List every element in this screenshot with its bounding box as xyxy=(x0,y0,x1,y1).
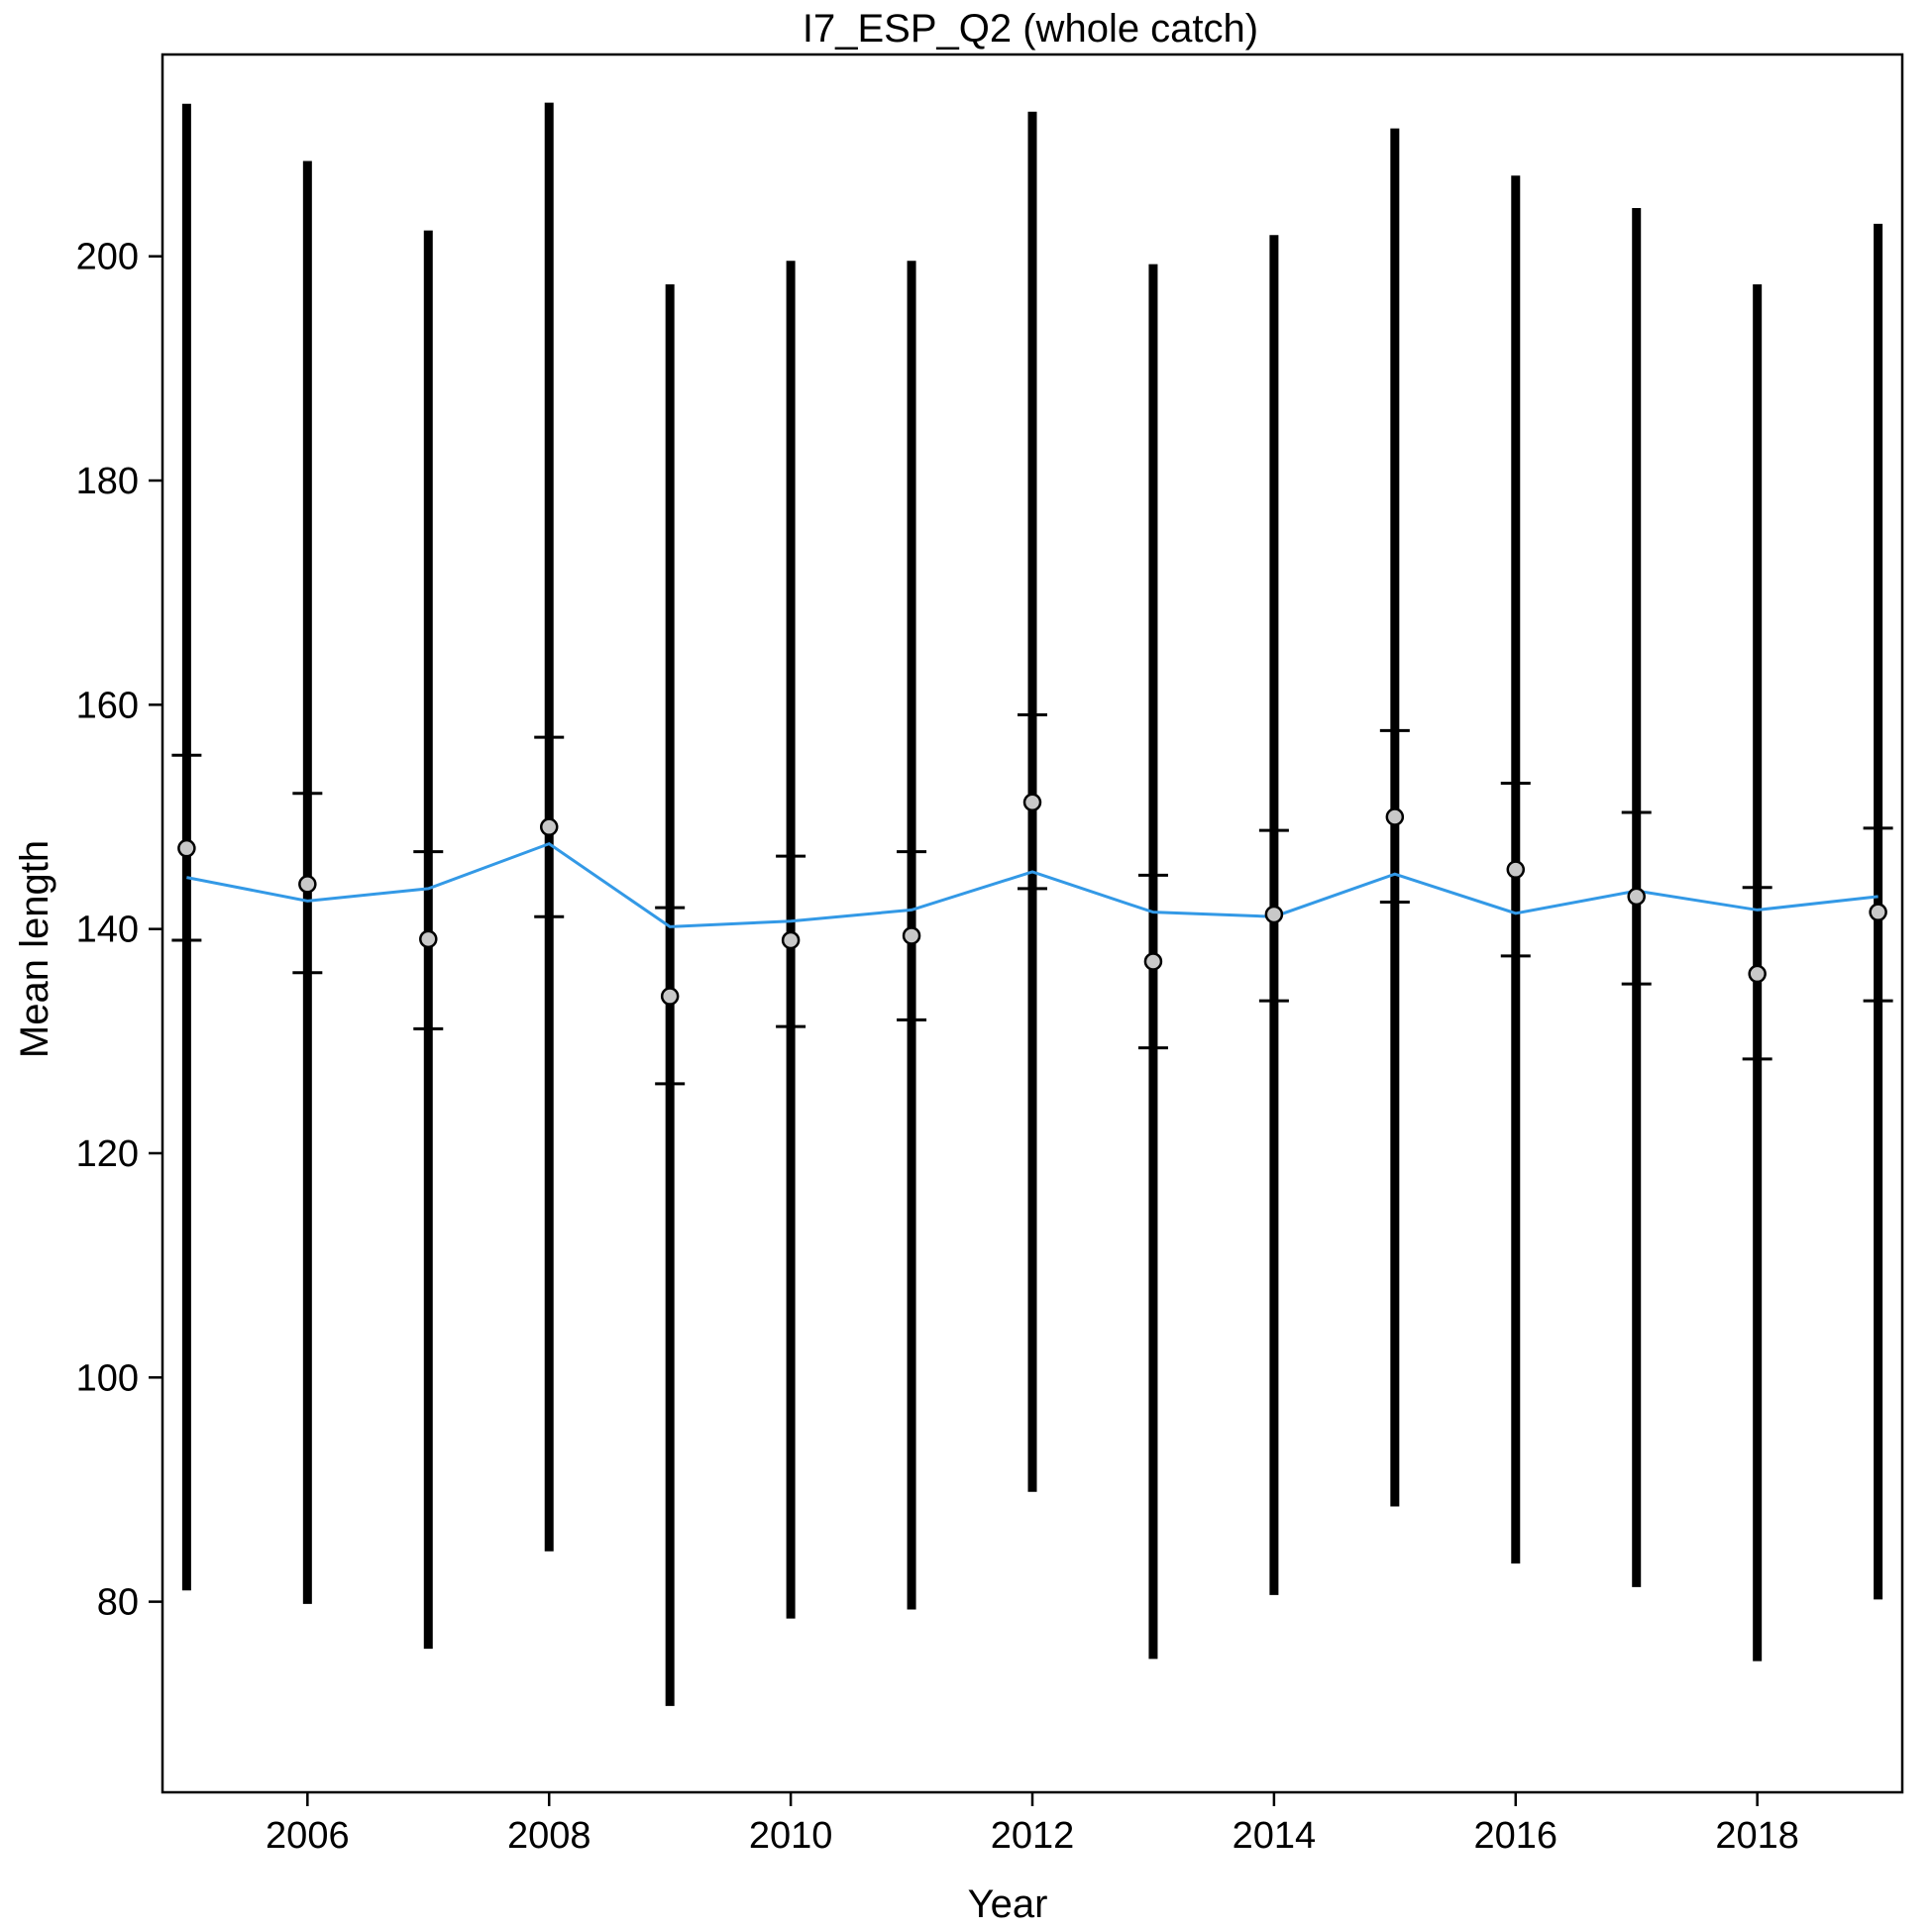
x-tick-label: 2018 xyxy=(1715,1815,1799,1857)
y-axis-title: Mean length xyxy=(13,840,56,1058)
observed-point xyxy=(1627,887,1646,907)
observed-point xyxy=(1506,860,1526,879)
y-tick-label: 80 xyxy=(97,1582,139,1624)
x-axis-title: Year xyxy=(968,1882,1048,1926)
y-tick-label: 200 xyxy=(76,237,139,278)
x-tick-label: 2008 xyxy=(507,1815,591,1857)
outer-intervals xyxy=(181,102,1883,1706)
observed-point xyxy=(298,875,317,894)
y-axis: 80 100 120 140 160 180 200 xyxy=(76,237,162,1624)
observed-point xyxy=(419,929,438,949)
y-tick-label: 160 xyxy=(76,685,139,726)
observed-point xyxy=(1869,903,1887,921)
x-tick-label: 2016 xyxy=(1474,1815,1558,1857)
observed-point xyxy=(1022,793,1042,812)
observed-point xyxy=(177,838,196,858)
x-tick-label: 2012 xyxy=(991,1815,1075,1857)
x-tick-label: 2006 xyxy=(266,1815,350,1857)
expected-line xyxy=(186,841,1878,928)
observed-point xyxy=(660,987,680,1006)
y-tick-label: 180 xyxy=(76,461,139,502)
y-tick-label: 120 xyxy=(76,1133,139,1175)
x-axis: 2006 2008 2010 2012 2014 2016 2018 xyxy=(266,1792,1799,1857)
inner-intervals xyxy=(171,713,1893,1086)
y-tick-label: 100 xyxy=(76,1357,139,1399)
observed-point xyxy=(1385,807,1405,826)
observed-point xyxy=(539,817,559,836)
observed-point xyxy=(781,930,801,950)
observed-point xyxy=(1143,952,1163,971)
chart-title: I7_ESP_Q2 (whole catch) xyxy=(803,7,1258,51)
observed-point xyxy=(1264,905,1284,924)
x-tick-label: 2014 xyxy=(1233,1815,1317,1857)
observed-points xyxy=(177,793,1887,1006)
observed-point xyxy=(1748,964,1767,984)
observed-point xyxy=(902,926,921,945)
y-tick-label: 140 xyxy=(76,910,139,951)
expected-line-group xyxy=(186,841,1878,928)
x-tick-label: 2010 xyxy=(749,1815,833,1857)
